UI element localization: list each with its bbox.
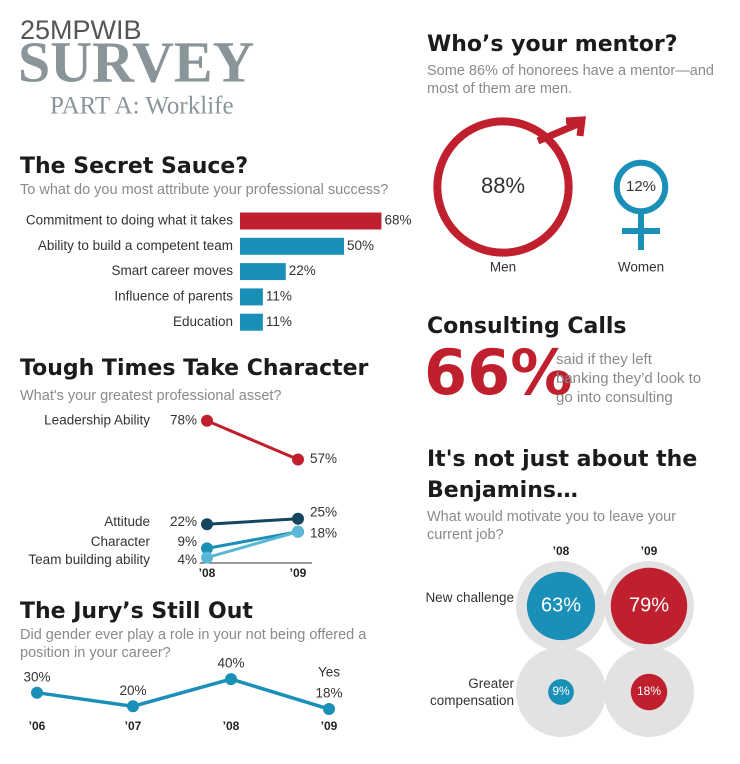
x-tick-label: ’08 [199, 566, 216, 580]
value-label: 30% [23, 669, 50, 684]
point [201, 518, 213, 531]
series-line [206, 530, 299, 560]
point [201, 551, 213, 564]
value-label: 4% [177, 552, 197, 567]
legend-label: Yes [318, 665, 340, 680]
bar-label: Smart career moves [111, 263, 233, 278]
header-line1: 25MPWIB [20, 15, 142, 45]
point [323, 703, 335, 716]
series-line [206, 419, 299, 461]
column-label: ’09 [641, 544, 658, 558]
chart-subtitle: To what do you most attribute your profe… [20, 182, 389, 198]
point [292, 512, 304, 525]
chart-title: Who’s your mentor? [427, 32, 678, 57]
series-line [36, 677, 330, 711]
symbol-circle [433, 117, 573, 257]
female-cross [622, 212, 660, 250]
value-label: 79% [629, 594, 669, 616]
series-label: Leadership Ability [44, 412, 150, 427]
bubble [526, 571, 596, 641]
stat-text: said if they left banking they’d look to… [556, 351, 702, 406]
value-label: 68% [384, 213, 411, 228]
value-label: 11% [266, 314, 292, 329]
value-label: 78% [170, 412, 197, 427]
bar-label: Ability to build a competent team [38, 238, 233, 253]
category-label: Men [490, 260, 516, 275]
row-label: Greater compensation [429, 676, 514, 708]
value-label: 9% [177, 534, 197, 549]
bar-label: Commitment to doing what it takes [26, 213, 233, 228]
bar [240, 313, 263, 331]
stat-value: 66% [424, 336, 572, 409]
column-label: ’08 [553, 544, 570, 558]
point [225, 673, 237, 686]
chart-subtitle: Some 86% of honorees have a mentor—and m… [427, 63, 714, 97]
x-tick-label: ’07 [125, 719, 142, 733]
category-label: Women [618, 260, 664, 275]
value-label: 25% [310, 504, 337, 519]
bubble [548, 679, 574, 705]
chart-title: The Jury’s Still Out [20, 599, 253, 624]
row-label: New challenge [425, 590, 514, 605]
header-line3: PART A: Worklife [50, 93, 234, 120]
value-label: 63% [541, 594, 581, 616]
value-label: 88% [481, 173, 525, 198]
series-label: Team building ability [28, 552, 150, 567]
x-tick-label: ’09 [321, 719, 338, 733]
value-label: 57% [310, 451, 337, 466]
bar [240, 212, 382, 230]
value-label: 22% [289, 263, 316, 278]
symbol-circle [613, 159, 669, 215]
x-tick-label: ’09 [290, 566, 307, 580]
bar [240, 288, 263, 306]
point [292, 525, 304, 538]
chart-subtitle: What would motivate you to leave your cu… [427, 509, 677, 543]
value-label: 50% [347, 238, 374, 253]
x-tick-label: ’06 [29, 719, 46, 733]
value-label: 22% [170, 514, 197, 529]
value-label: 18% [637, 684, 661, 698]
value-label: 11% [266, 288, 292, 303]
chart-title: Tough Times Take Character [20, 356, 369, 381]
bar [240, 263, 286, 281]
point [201, 542, 213, 555]
chart-subtitle: What's your greatest professional asset? [20, 388, 282, 404]
value-label: 12% [626, 178, 656, 195]
series-line [206, 517, 299, 526]
value-label: 40% [217, 656, 244, 671]
bar-label: Influence of parents [114, 288, 233, 303]
bubble [610, 567, 688, 645]
chart-subtitle: Did gender ever play a role in your not … [20, 627, 367, 661]
series-label: Attitude [104, 514, 150, 529]
point [127, 700, 139, 713]
point [31, 686, 43, 699]
value-label: 9% [552, 684, 570, 698]
value-label: 18% [310, 525, 337, 540]
chart-title: The Secret Sauce? [20, 154, 248, 179]
value-label: 18% [315, 686, 342, 701]
header-line2: SURVEY [18, 29, 254, 94]
series-label: Character [91, 534, 151, 549]
chart-title: Consulting Calls [427, 314, 627, 339]
bar-label: Education [173, 314, 233, 329]
bubble [630, 673, 668, 711]
value-label: 20% [119, 683, 146, 698]
chart-title: It's not just about the Benjamins… [427, 447, 698, 503]
point [201, 414, 213, 427]
x-tick-label: ’08 [223, 719, 240, 733]
point [292, 453, 304, 466]
bar [240, 237, 344, 255]
